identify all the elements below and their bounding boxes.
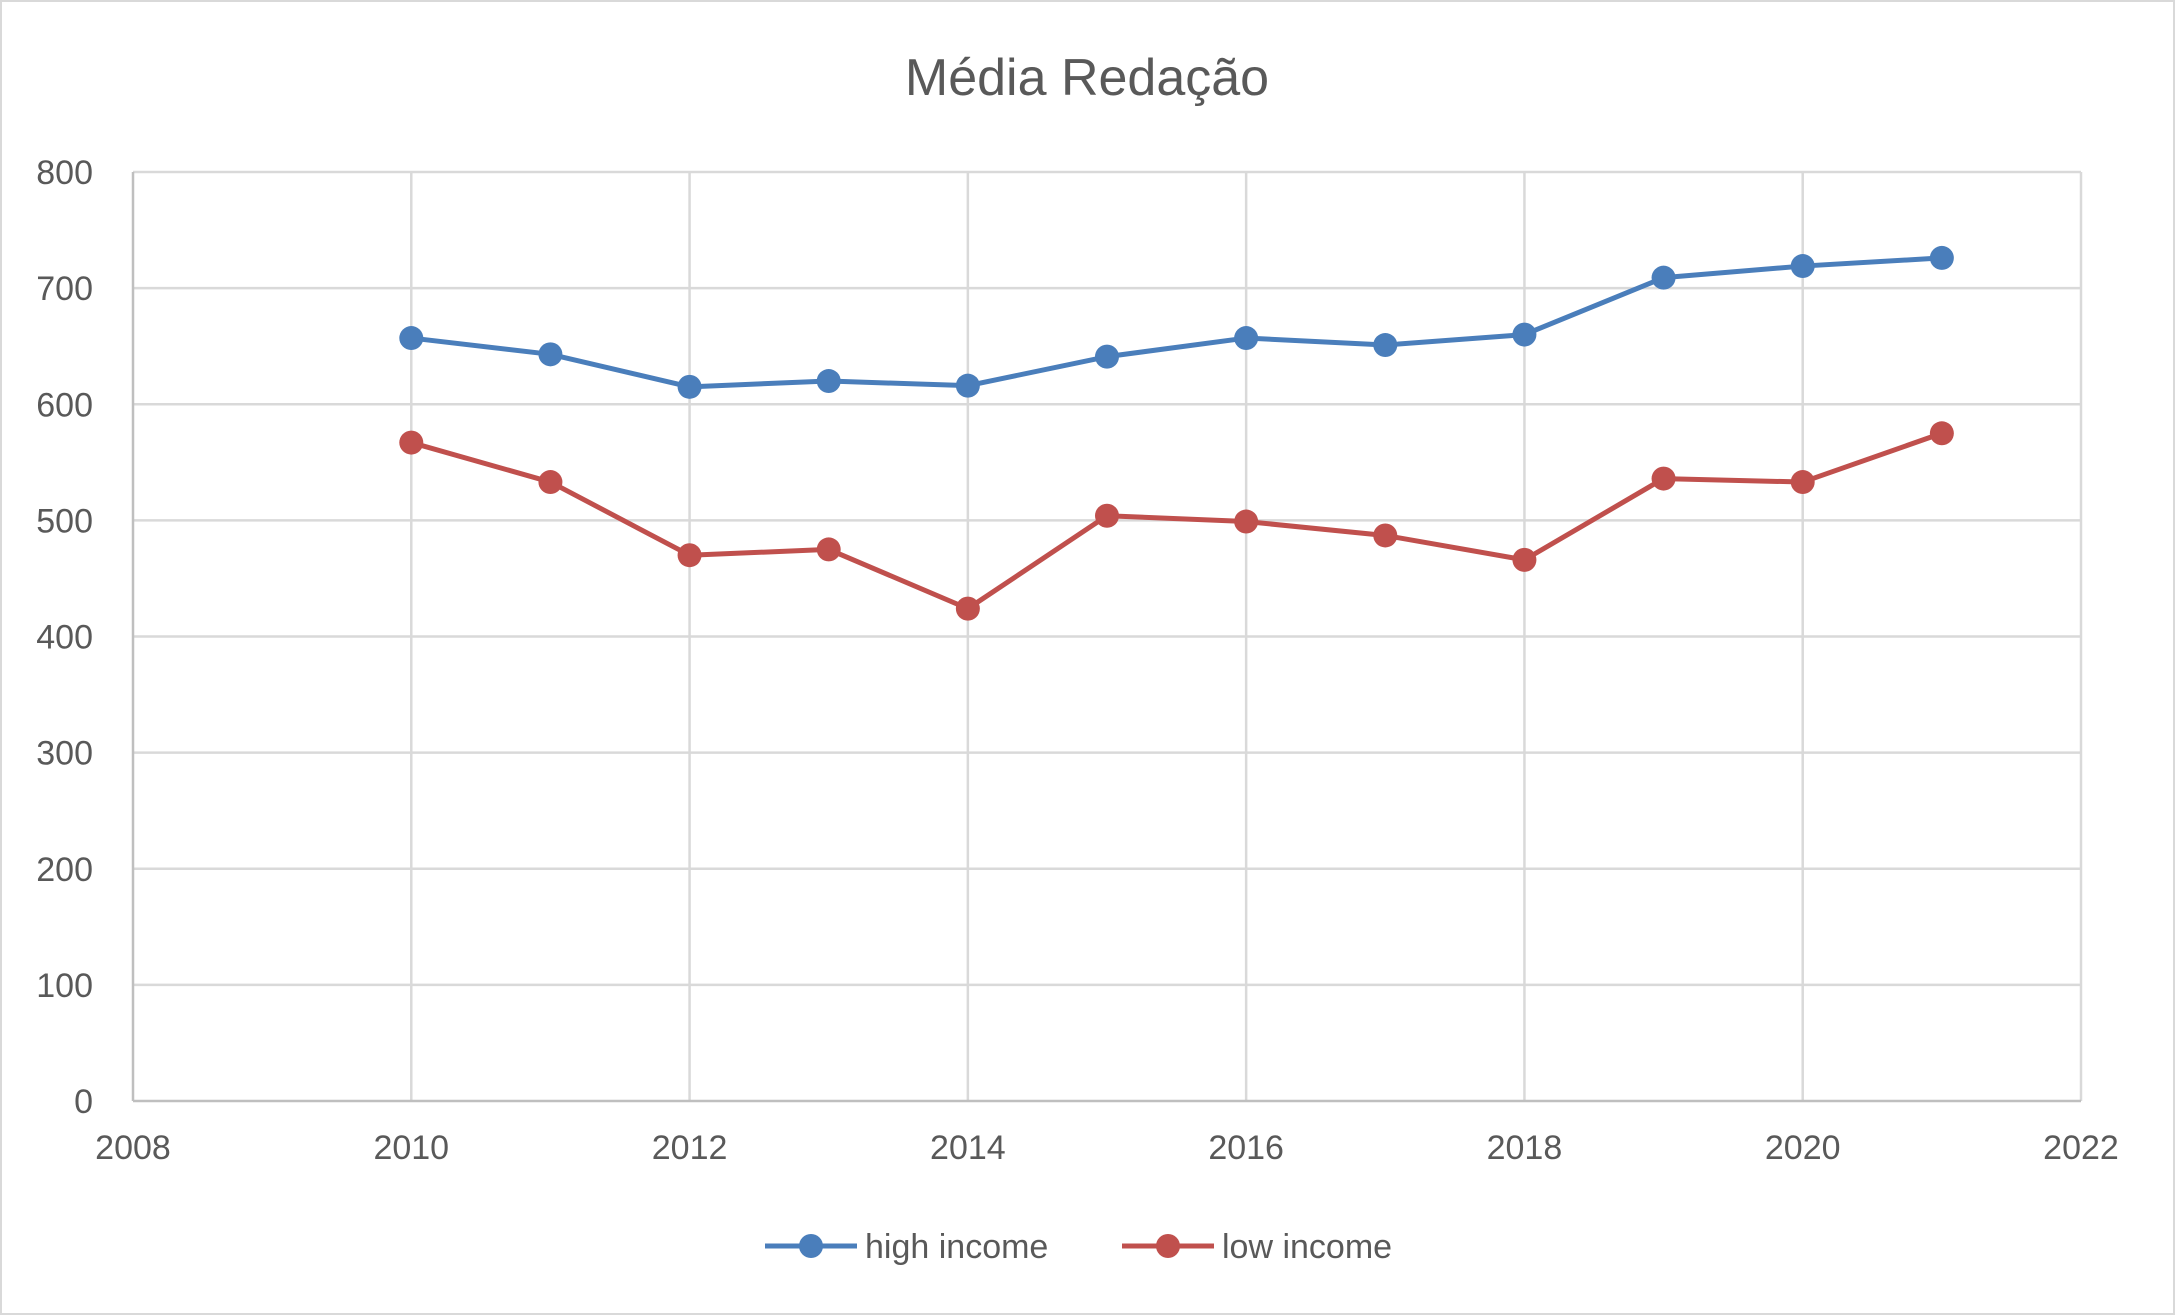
data-point-high-income [538, 342, 563, 367]
tick-labels: 0 100 200 300 400 500 600 700 800 2008 2010 2012 201… [36, 154, 2119, 1167]
y-tick-label: 400 [36, 619, 93, 657]
data-point-low-income [1373, 523, 1398, 548]
legend-item-high-income: high income [765, 1228, 1048, 1266]
x-tick-label: 2020 [1765, 1129, 1841, 1167]
data-point-high-income [1790, 254, 1815, 279]
series-low-income [399, 421, 1954, 621]
data-point-low-income [1234, 509, 1259, 534]
y-tick-label: 700 [36, 270, 93, 308]
y-tick-label: 800 [36, 154, 93, 192]
data-point-high-income [816, 369, 841, 394]
data-point-high-income [1512, 322, 1537, 347]
data-point-high-income [1095, 344, 1119, 369]
y-tick-label: 300 [36, 735, 93, 773]
series-line-low-income [410, 430, 1943, 612]
x-tick-label: 2014 [930, 1129, 1006, 1167]
x-tick-label: 2016 [1208, 1129, 1284, 1167]
data-point-high-income [399, 326, 424, 351]
legend-item-low-income: low income [1122, 1228, 1392, 1266]
legend: high income low income [765, 1228, 1392, 1266]
legend-swatch-marker [799, 1234, 823, 1258]
axes [131, 172, 2081, 1103]
data-point-high-income [1929, 245, 1954, 270]
data-point-low-income [677, 543, 702, 568]
data-point-low-income [1929, 421, 1954, 446]
data-point-low-income [1095, 503, 1119, 528]
data-point-high-income [955, 373, 980, 398]
y-tick-label: 600 [36, 386, 93, 424]
data-point-low-income [399, 430, 424, 455]
x-tick-label: 2022 [2043, 1129, 2119, 1167]
chart-title: Média Redação [905, 49, 1269, 107]
series-high-income [399, 245, 1954, 399]
gridlines [133, 170, 2083, 1101]
data-point-low-income [1651, 466, 1676, 491]
data-point-high-income [677, 374, 702, 399]
data-point-low-income [816, 537, 841, 562]
data-point-high-income [1234, 326, 1259, 351]
x-tick-label: 2012 [652, 1129, 728, 1167]
y-tick-label: 500 [36, 502, 93, 540]
x-tick-label: 2010 [373, 1129, 449, 1167]
legend-label: high income [865, 1228, 1048, 1266]
data-point-low-income [1512, 547, 1537, 572]
legend-label: low income [1222, 1228, 1392, 1266]
data-point-high-income [1373, 333, 1398, 358]
series [399, 245, 1954, 621]
series-line-high-income [410, 255, 1943, 390]
legend-swatch-marker [1156, 1234, 1180, 1258]
data-point-low-income [538, 470, 563, 495]
data-point-high-income [1651, 265, 1676, 290]
y-tick-label: 0 [74, 1083, 93, 1121]
x-tick-label: 2018 [1487, 1129, 1563, 1167]
y-tick-label: 200 [36, 851, 93, 889]
data-point-low-income [955, 596, 980, 621]
x-tick-label: 2008 [95, 1129, 171, 1167]
y-tick-label: 100 [36, 967, 93, 1005]
data-point-low-income [1790, 470, 1815, 495]
